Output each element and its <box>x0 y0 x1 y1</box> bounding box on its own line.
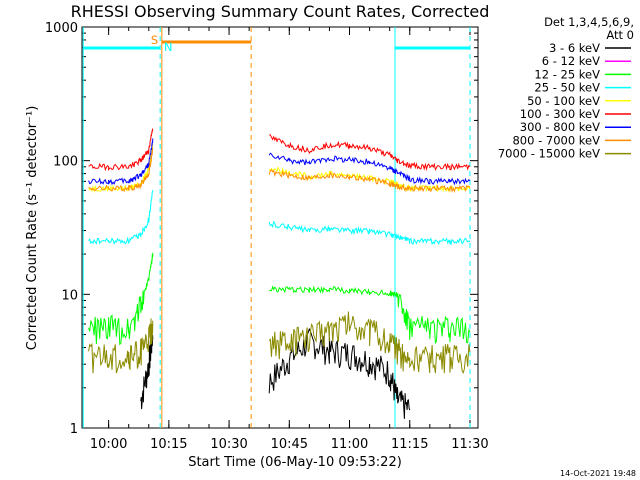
legend-label: 3 - 6 keV <box>549 41 600 55</box>
y-axis-label: Corrected Count Rate (s⁻¹ detector⁻¹) <box>25 106 40 351</box>
series-line <box>88 190 154 245</box>
y-tick-label: 1 <box>70 422 78 437</box>
series-line <box>88 138 154 186</box>
series-line <box>88 252 154 346</box>
legend-label: 100 - 300 keV <box>520 107 600 121</box>
night-annotation: N <box>164 40 173 54</box>
tick-labels: 1 10 100 1000 10:00 10:15 10:30 10:45 11:00 11:15… <box>45 21 489 452</box>
series-line <box>268 169 471 194</box>
series-line <box>268 311 471 374</box>
legend-label: 300 - 800 keV <box>520 120 600 134</box>
series-line <box>268 285 471 344</box>
legend-header: Det 1,3,4,5,6,9,Att 0 <box>544 15 634 42</box>
x-tick-label: 10:45 <box>271 437 308 452</box>
y-tick-label: 1000 <box>45 21 78 36</box>
legend-label: 7000 - 15000 keV <box>498 147 600 161</box>
legend-label: 50 - 100 keV <box>527 94 600 108</box>
legend-header-line: Att 0 <box>606 28 634 42</box>
legend-label: 25 - 50 keV <box>534 81 600 95</box>
series-line <box>88 318 154 374</box>
footer-timestamp: 14-Oct-2021 19:48 <box>560 469 636 478</box>
series-line <box>268 152 471 186</box>
x-axis-label: Start Time (06-May-10 09:53:22) <box>188 455 402 470</box>
series-line <box>268 220 471 246</box>
y-tick-label: 10 <box>61 288 78 303</box>
series-line <box>269 134 471 172</box>
plot-frame <box>81 26 479 429</box>
series-line <box>88 148 154 193</box>
legend-header-line: Det 1,3,4,5,6,9, <box>544 15 634 29</box>
legend-label: 800 - 7000 keV <box>512 133 600 147</box>
chart-title: RHESSI Observing Summary Count Rates, Co… <box>71 2 490 21</box>
series-line <box>140 328 154 410</box>
series-line <box>88 128 154 172</box>
saa-annotation: S <box>151 33 158 47</box>
legend-label: 12 - 25 keV <box>534 67 600 81</box>
x-tick-label: 10:15 <box>150 437 187 452</box>
x-tick-label: 11:15 <box>391 437 428 452</box>
x-tick-label: 11:00 <box>331 437 368 452</box>
legend-label: 6 - 12 keV <box>542 54 600 68</box>
x-tick-label: 10:30 <box>210 437 247 452</box>
x-tick-label: 10:00 <box>90 437 127 452</box>
y-tick-label: 100 <box>53 155 78 170</box>
x-tick-label: 11:30 <box>451 437 488 452</box>
